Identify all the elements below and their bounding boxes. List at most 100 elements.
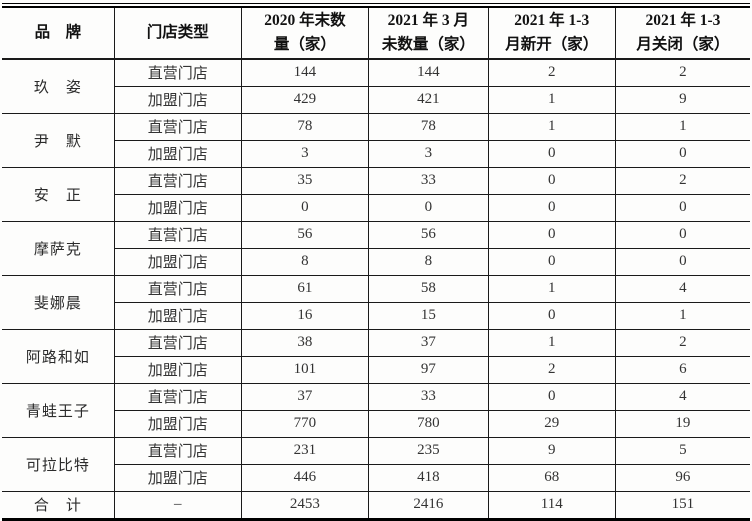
table-row: 青蛙王子 直营门店 37 33 0 4 — [2, 382, 750, 438]
column-header-3: 2021 年 3 月 未数量（家） — [368, 6, 489, 60]
count-cell: 78 — [240, 112, 370, 141]
count-cell: 35 — [240, 166, 370, 195]
count-cell: 770 — [240, 409, 370, 438]
count-cell: 2 — [614, 58, 750, 87]
store-type-cell: 直营门店 — [113, 436, 242, 465]
count-cell: 780 — [368, 409, 489, 438]
brand-cell: 摩萨克 — [2, 220, 115, 276]
total-count-cell: 2416 — [368, 490, 489, 520]
store-type-cell: 直营门店 — [113, 274, 242, 303]
table-row: 阿路和如 直营门店 38 37 1 2 — [2, 328, 750, 384]
count-cell: 0 — [487, 247, 616, 276]
table-header: 品 牌门店类型 2020 年末数 量（家） 2021 年 3 月 未数量（家） 202… — [2, 6, 750, 60]
count-cell: 8 — [240, 247, 370, 276]
store-type-cell: 加盟门店 — [114, 301, 242, 330]
column-header-2: 2020 年末数 量（家） — [240, 6, 370, 60]
header-row: 品 牌门店类型 2020 年末数 量（家） 2021 年 3 月 未数量（家） 202… — [2, 6, 750, 60]
count-cell: 0 — [487, 382, 616, 411]
store-type-cell: 加盟门店 — [114, 193, 242, 222]
store-type-cell: 直营门店 — [113, 58, 242, 87]
count-cell: 4 — [614, 382, 750, 411]
count-cell: 9 — [487, 436, 616, 465]
count-cell: 101 — [240, 355, 370, 384]
count-cell: 0 — [487, 166, 616, 195]
count-cell: 9 — [614, 85, 750, 114]
count-cell: 56 — [368, 220, 489, 249]
count-cell: 3 — [240, 139, 370, 168]
total-count-cell: 151 — [614, 490, 750, 520]
store-type-cell: 加盟门店 — [114, 463, 242, 492]
count-cell: 6 — [614, 355, 750, 384]
table-row: 加盟门店 429 421 1 9 — [2, 85, 750, 114]
count-cell: 37 — [240, 382, 370, 411]
count-cell: 96 — [614, 463, 750, 492]
count-cell: 33 — [368, 166, 489, 195]
store-type-cell: 直营门店 — [113, 328, 242, 357]
count-cell: 0 — [368, 193, 489, 222]
total-row: 合 计 –2453 2416 114 151 — [2, 490, 750, 520]
count-cell: 0 — [487, 220, 616, 249]
store-type-cell: 加盟门店 — [114, 409, 242, 438]
table-row: 摩萨克 直营门店 56 56 0 0 — [2, 220, 750, 276]
store-type-cell: 直营门店 — [113, 166, 242, 195]
count-cell: 78 — [368, 112, 489, 141]
column-header-1: 门店类型 — [113, 6, 242, 60]
brand-cell: 阿路和如 — [2, 328, 115, 384]
column-header-0: 品 牌 — [2, 6, 115, 60]
count-cell: 2 — [487, 355, 616, 384]
count-cell: 16 — [240, 301, 370, 330]
count-cell: 8 — [368, 247, 489, 276]
count-cell: 235 — [368, 436, 489, 465]
count-cell: 144 — [240, 58, 370, 87]
count-cell: 1 — [614, 112, 750, 141]
count-cell: 0 — [614, 247, 750, 276]
store-type-cell: 直营门店 — [113, 220, 242, 249]
count-cell: 429 — [240, 85, 370, 114]
store-type-cell: 加盟门店 — [114, 247, 242, 276]
count-cell: 68 — [487, 463, 616, 492]
count-cell: 0 — [487, 139, 616, 168]
count-cell: 1 — [487, 274, 616, 303]
total-label-cell: 合 计 — [2, 490, 115, 520]
table-row: 加盟门店 8 8 0 0 — [2, 247, 750, 276]
count-cell: 5 — [614, 436, 750, 465]
count-cell: 33 — [368, 382, 489, 411]
table-row: 玖 姿直营门店 144 144 2 2 — [2, 58, 750, 114]
count-cell: 446 — [240, 463, 370, 492]
count-cell: 418 — [368, 463, 489, 492]
count-cell: 0 — [487, 301, 616, 330]
brand-store-count-table-wrapper: 品 牌门店类型 2020 年末数 量（家） 2021 年 3 月 未数量（家） 202… — [2, 3, 750, 521]
table-row: 加盟门店 0 0 0 0 — [2, 193, 750, 222]
store-type-cell: 直营门店 — [113, 382, 242, 411]
brand-cell: 可拉比特 — [2, 436, 115, 492]
count-cell: 0 — [240, 193, 370, 222]
total-count-cell: 2453 — [240, 490, 370, 520]
count-cell: 231 — [240, 436, 370, 465]
table-row: 加盟门店 3 3 0 0 — [2, 139, 750, 168]
total-count-cell: 114 — [487, 490, 616, 520]
brand-cell: 青蛙王子 — [2, 382, 115, 438]
count-cell: 2 — [614, 328, 750, 357]
table-row: 斐娜晨 直营门店 61 58 1 4 — [2, 274, 750, 330]
brand-cell: 安 正 — [2, 166, 115, 222]
column-header-4: 2021 年 1-3 月新开（家） — [487, 6, 616, 60]
count-cell: 421 — [368, 85, 489, 114]
count-cell: 0 — [487, 193, 616, 222]
count-cell: 15 — [368, 301, 489, 330]
count-cell: 37 — [368, 328, 489, 357]
count-cell: 1 — [487, 85, 616, 114]
count-cell: 0 — [614, 139, 750, 168]
store-type-cell: 加盟门店 — [114, 85, 242, 114]
brand-cell: 玖 姿 — [2, 58, 115, 114]
count-cell: 1 — [614, 301, 750, 330]
count-cell: 1 — [487, 328, 616, 357]
column-header-5: 2021 年 1-3 月关闭（家） — [614, 6, 750, 60]
store-type-cell: 加盟门店 — [114, 355, 242, 384]
count-cell: 0 — [614, 193, 750, 222]
brand-store-count-table: 品 牌门店类型 2020 年末数 量（家） 2021 年 3 月 未数量（家） 202… — [2, 6, 750, 521]
total-type-cell: – — [113, 490, 242, 520]
store-type-cell: 加盟门店 — [114, 139, 242, 168]
count-cell: 2 — [614, 166, 750, 195]
count-cell: 144 — [368, 58, 489, 87]
count-cell: 1 — [487, 112, 616, 141]
